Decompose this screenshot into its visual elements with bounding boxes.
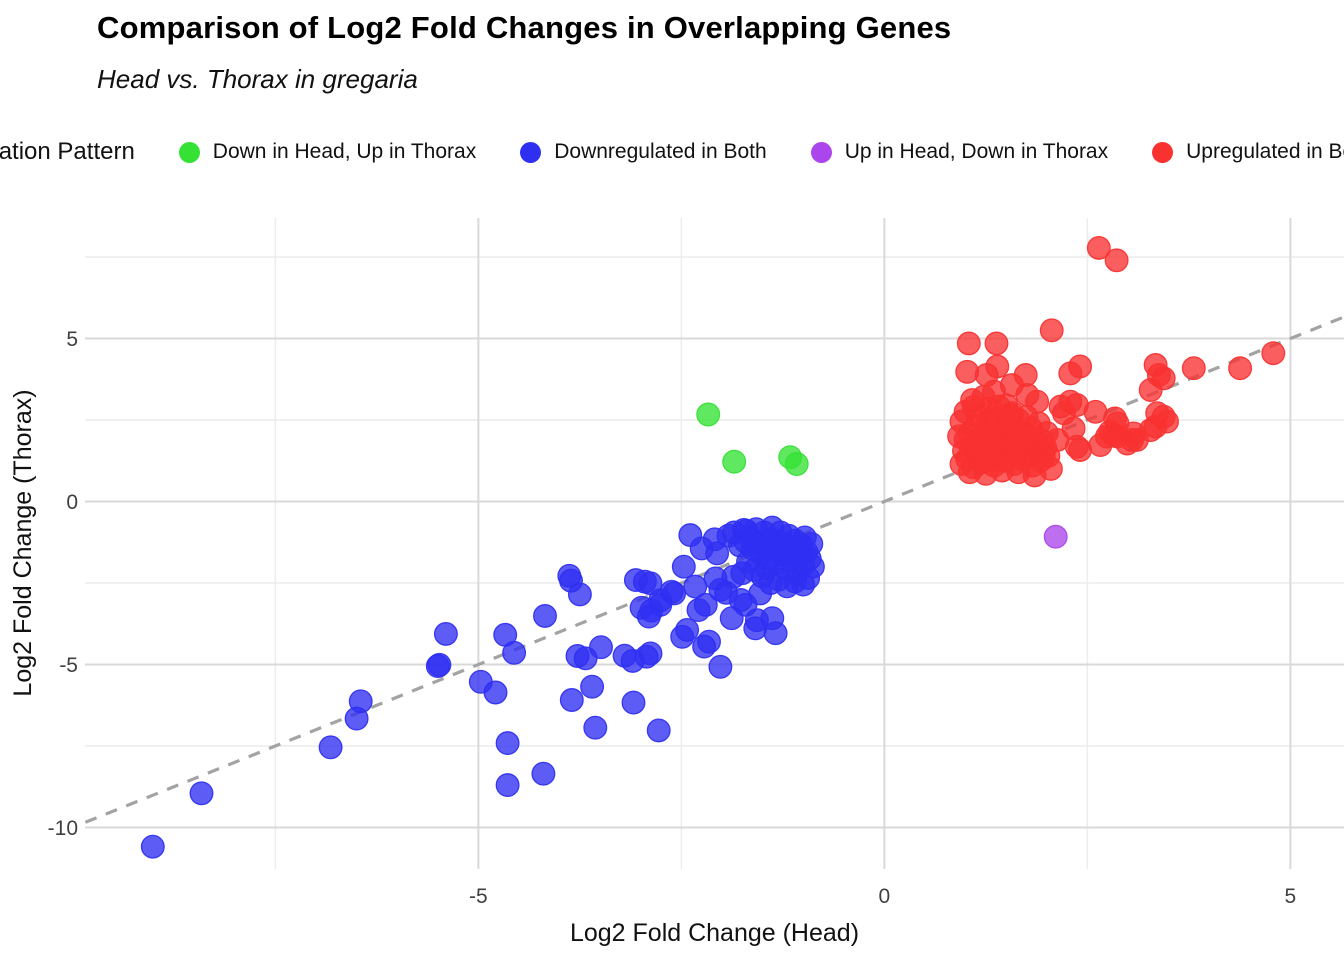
data-point — [763, 621, 788, 646]
data-point — [1086, 235, 1111, 260]
data-point — [636, 604, 661, 629]
y-tick-label: 5 — [66, 328, 78, 351]
data-point — [140, 834, 165, 859]
data-point — [784, 452, 809, 476]
data-point — [730, 561, 755, 586]
legend-item: Up in Head, Down in Thorax — [810, 140, 1109, 164]
data-point — [722, 449, 747, 474]
data-point — [580, 674, 605, 699]
legend-item-label: Up in Head, Down in Thorax — [844, 140, 1109, 163]
data-point — [708, 654, 733, 679]
data-point — [743, 616, 768, 641]
data-point — [502, 640, 527, 665]
data-point — [692, 634, 717, 659]
data-point — [483, 680, 508, 705]
data-point — [1181, 356, 1206, 381]
data-point — [696, 402, 721, 427]
data-point — [621, 690, 646, 715]
data-point — [495, 731, 520, 756]
chart-title: Comparison of Log2 Fold Changes in Overl… — [97, 10, 952, 45]
data-point — [425, 654, 450, 679]
x-axis-title: Log2 Fold Change (Head) — [570, 919, 859, 947]
scatter-plot: -5 0 5 5 0 -5 -10 Log2 Fold Change (Head) Log2 F… — [9, 218, 1344, 947]
series-down-in-head-up-in-thorax — [696, 402, 809, 476]
data-point — [705, 541, 730, 566]
legend: Regulation Pattern Down in Head, Up in T… — [0, 130, 1344, 174]
data-point — [1068, 354, 1093, 379]
data-point — [559, 688, 584, 712]
data-point — [531, 761, 556, 786]
y-tick-label: 0 — [66, 491, 78, 514]
y-tick-label: -10 — [48, 817, 78, 840]
data-point — [567, 582, 592, 607]
legend-dot-icon — [520, 141, 542, 163]
legend-dot-icon — [810, 141, 832, 163]
data-point — [1120, 427, 1145, 452]
legend-dot-icon — [1152, 141, 1174, 163]
data-point — [1155, 409, 1179, 434]
legend-item: Downregulated in Both — [520, 140, 767, 164]
data-point — [1039, 318, 1064, 343]
data-point — [1043, 524, 1068, 549]
data-point — [189, 781, 214, 806]
data-point — [670, 624, 695, 649]
data-point — [348, 689, 373, 714]
data-point — [956, 331, 981, 356]
series-up-in-head-down-in-thorax — [1043, 524, 1068, 549]
legend-item-label: Downregulated in Both — [554, 140, 767, 163]
data-point — [1104, 248, 1129, 273]
data-point — [1068, 438, 1093, 462]
legend-item: Upregulated in Both — [1152, 140, 1344, 164]
data-point — [799, 531, 824, 556]
data-point — [671, 554, 696, 579]
data-point — [994, 393, 1019, 418]
data-point — [583, 715, 608, 740]
data-point — [433, 621, 458, 646]
data-point — [646, 718, 671, 743]
series-downregulated-in-both — [140, 515, 825, 859]
y-axis-title: Log2 Fold Change (Thorax) — [9, 389, 37, 696]
data-point — [1228, 356, 1253, 381]
data-point — [1022, 463, 1047, 488]
data-point — [662, 581, 687, 606]
data-point — [638, 641, 663, 666]
legend-item: Down in Head, Up in Thorax — [178, 140, 477, 164]
data-point — [985, 354, 1010, 379]
x-tick-label: -5 — [469, 885, 488, 908]
data-point — [1261, 341, 1286, 366]
data-point — [638, 571, 663, 596]
data-point — [719, 606, 744, 631]
data-point — [1034, 421, 1059, 445]
data-point — [955, 359, 980, 384]
data-point — [791, 572, 816, 597]
data-point — [318, 735, 343, 760]
x-tick-label: 5 — [1285, 885, 1297, 908]
data-point — [533, 603, 557, 628]
legend-dot-icon — [178, 141, 200, 163]
data-point — [984, 331, 1009, 356]
chart-subtitle: Head vs. Thorax in gregaria — [97, 64, 418, 94]
data-point — [1014, 404, 1039, 429]
data-point — [1138, 378, 1163, 402]
legend-item-label: Upregulated in Both — [1186, 140, 1344, 163]
legend-title: Regulation Pattern — [0, 138, 135, 165]
identity-line — [84, 315, 1344, 824]
data-point — [589, 635, 613, 660]
y-tick-label: -5 — [59, 654, 78, 677]
data-point — [693, 592, 718, 617]
legend-item-label: Down in Head, Up in Thorax — [212, 140, 477, 163]
x-tick-label: 0 — [879, 885, 891, 908]
data-point — [495, 773, 520, 798]
series-upregulated-in-both — [947, 235, 1286, 488]
